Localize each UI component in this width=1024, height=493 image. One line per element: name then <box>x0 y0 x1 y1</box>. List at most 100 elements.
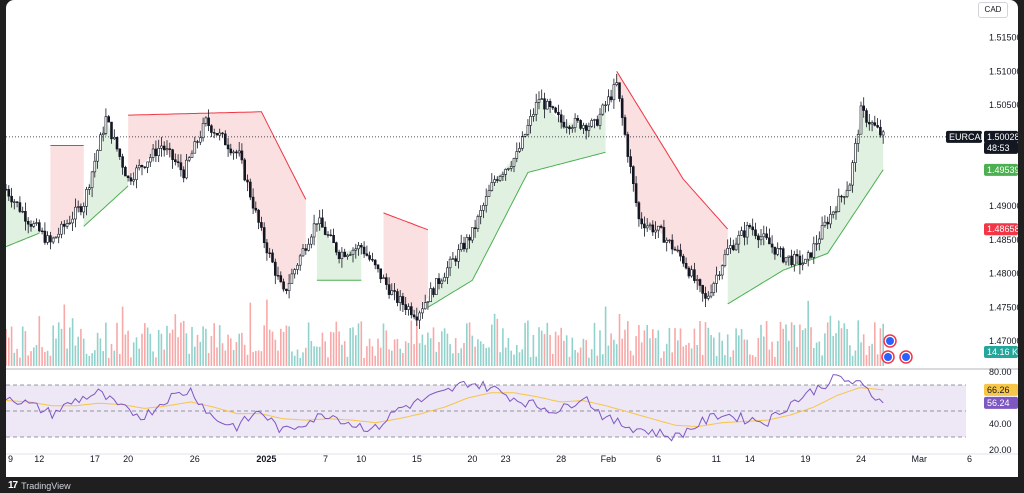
candle-body <box>729 245 732 249</box>
volume-bar <box>285 325 288 366</box>
candle-body <box>587 126 591 131</box>
volume-bar <box>441 331 443 366</box>
candle-body <box>848 184 852 191</box>
time-axis-tick: 6 <box>967 454 972 464</box>
candle-body <box>532 114 535 117</box>
volume-bar <box>871 343 873 366</box>
volume-bar <box>302 352 304 366</box>
candle-body <box>626 134 630 157</box>
candle-body <box>468 237 471 241</box>
candle-body <box>193 141 197 154</box>
candle-body <box>501 174 505 177</box>
candle-body <box>842 196 846 198</box>
brand[interactable]: 17 TradingView <box>8 480 71 491</box>
candle-body <box>712 283 716 293</box>
candle-body <box>582 125 585 129</box>
price-axis-tick: 1.49000 <box>989 201 1018 211</box>
candle-body <box>124 167 127 177</box>
time-axis-tick: 12 <box>34 454 44 464</box>
candle-body <box>837 195 841 212</box>
candle-body <box>565 126 569 129</box>
volume-bar <box>571 337 574 366</box>
supertrend-down-2-line <box>383 212 429 231</box>
price-axis-tick: 1.47500 <box>989 302 1018 312</box>
countdown-badge-bg <box>984 141 1018 154</box>
candle-body <box>645 225 649 229</box>
candle-body <box>451 258 455 260</box>
volume-bar <box>452 353 454 366</box>
candle-body <box>421 308 424 314</box>
chart-frame[interactable]: 1.51500 1.51000 1.50500 1.49000 1.48500 1.480… <box>6 0 1018 493</box>
candle-body <box>618 82 621 99</box>
candle-body <box>340 251 344 260</box>
price-axis-tick: 1.51000 <box>989 66 1018 76</box>
currency-label[interactable]: CAD <box>978 2 1008 18</box>
candle-body <box>718 274 721 276</box>
candle-body <box>143 166 147 168</box>
volume-bar <box>135 337 138 366</box>
candle-body <box>681 255 685 264</box>
volume-bar <box>443 328 446 366</box>
volume-bar <box>493 313 496 366</box>
volume-bar <box>21 326 24 366</box>
candle-body <box>18 202 22 212</box>
volume-bar <box>491 324 493 366</box>
candle-body <box>523 134 527 137</box>
candle-body <box>318 217 322 224</box>
candle-body <box>71 218 74 224</box>
candle-body <box>365 253 369 256</box>
candle-body <box>118 148 122 157</box>
volume-bar <box>485 347 487 366</box>
volume-bar <box>393 339 396 366</box>
candle-body <box>754 229 757 237</box>
candle-body <box>62 223 66 227</box>
candle-body <box>515 151 519 159</box>
volume-bar <box>882 323 884 366</box>
volume-bar <box>640 342 643 366</box>
candle-body <box>35 222 38 224</box>
candle-body <box>709 292 713 297</box>
volume-bar <box>629 350 632 366</box>
volume-bar <box>19 357 21 366</box>
candle-body <box>429 288 433 302</box>
candle-body <box>573 118 577 128</box>
volume-bar <box>335 321 338 366</box>
time-axis-tick: 20 <box>467 454 477 464</box>
volume-bar <box>374 355 376 366</box>
candle-body <box>856 134 860 144</box>
countdown-badge: 48:53 <box>984 141 1018 154</box>
volume-bar <box>63 304 66 366</box>
volume-bar <box>679 328 682 366</box>
volume-bar <box>152 351 154 366</box>
volume-bar <box>454 338 457 366</box>
volume-bar <box>482 343 485 366</box>
volume-bar <box>621 338 623 366</box>
candle-body <box>171 149 174 160</box>
volume-bar <box>24 331 27 366</box>
candle-body <box>443 277 446 282</box>
candle-body <box>187 157 191 161</box>
candle-body <box>15 201 19 203</box>
volume-bar <box>357 323 360 366</box>
candle-body <box>426 301 430 303</box>
candle-body <box>495 179 499 181</box>
candle-body <box>876 125 879 128</box>
candle-body <box>218 132 221 136</box>
volume-bar <box>849 345 851 366</box>
candle-body <box>723 254 727 266</box>
rsi-axis-tick: 40.00 <box>989 419 1012 429</box>
candle-body <box>881 131 885 136</box>
candle-body <box>99 134 102 151</box>
time-axis-tick: 20 <box>123 454 133 464</box>
candle-body <box>792 254 796 266</box>
volume-bar <box>540 330 543 366</box>
candle-body <box>90 171 94 188</box>
candle-body <box>140 165 144 168</box>
volume-bar <box>743 339 746 366</box>
time-axis-tick: 6 <box>656 454 661 464</box>
candle-body <box>135 167 138 180</box>
candle-body <box>559 114 563 123</box>
candle-body <box>113 137 116 140</box>
candle-body <box>648 224 652 227</box>
chart-canvas[interactable]: 1.51500 1.51000 1.50500 1.49000 1.48500 1.480… <box>6 0 1018 493</box>
